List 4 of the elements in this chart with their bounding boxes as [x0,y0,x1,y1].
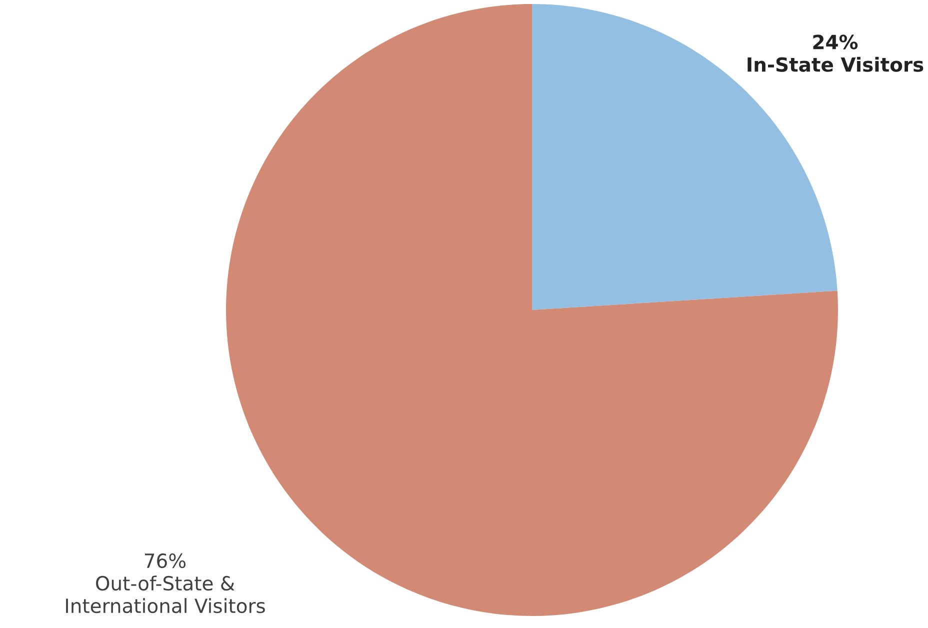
slice-label: Out-of-State & International Visitors [66,576,265,614]
data-label: 24% [813,34,858,50]
slice-label: In-State Visitors [748,56,924,72]
data-label: 76% [144,553,186,568]
